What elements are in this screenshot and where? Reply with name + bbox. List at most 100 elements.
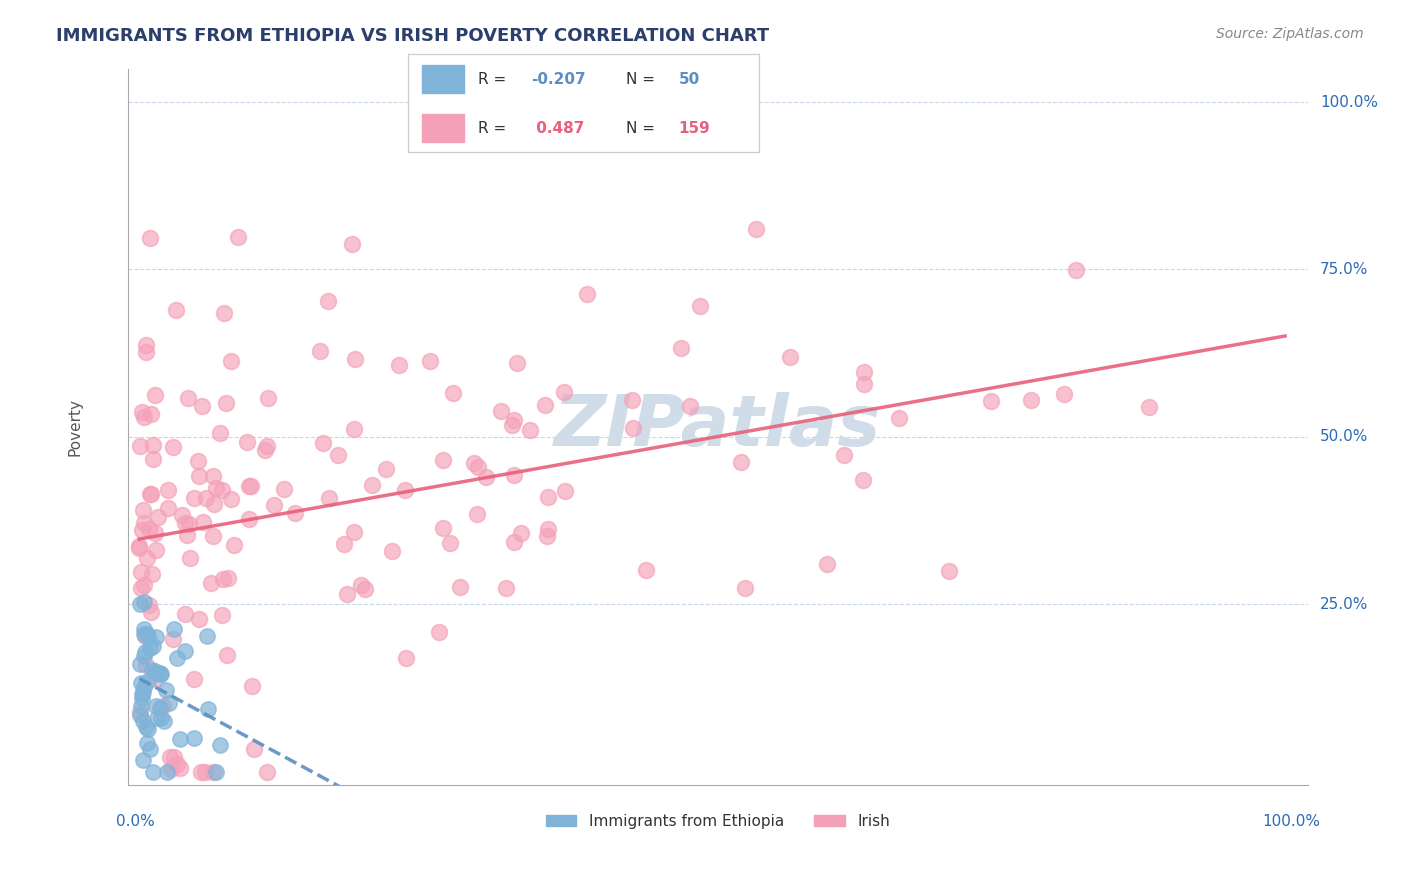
- Point: [510, 525, 533, 540]
- Point: [439, 536, 461, 550]
- Point: [238, 512, 260, 526]
- Text: -0.207: -0.207: [531, 71, 585, 87]
- Point: [139, 231, 162, 245]
- Point: [853, 365, 876, 379]
- Point: [162, 632, 184, 646]
- Point: [142, 438, 165, 452]
- Point: [163, 749, 186, 764]
- Text: 0.487: 0.487: [531, 120, 583, 136]
- Text: 25.0%: 25.0%: [1320, 597, 1368, 612]
- Text: 159: 159: [678, 120, 710, 136]
- Point: [1019, 392, 1042, 407]
- Point: [136, 627, 159, 641]
- Point: [211, 483, 233, 498]
- Point: [503, 535, 526, 549]
- Point: [132, 714, 155, 728]
- Point: [152, 698, 174, 713]
- Point: [134, 681, 156, 695]
- Point: [432, 453, 454, 467]
- Point: [689, 299, 711, 313]
- Point: [131, 685, 153, 699]
- Point: [273, 483, 295, 497]
- Point: [128, 541, 150, 555]
- Point: [336, 587, 359, 601]
- Point: [553, 384, 575, 399]
- Point: [211, 607, 233, 622]
- Point: [242, 741, 264, 756]
- Point: [149, 666, 172, 681]
- Point: [318, 491, 340, 505]
- Point: [169, 731, 191, 746]
- Point: [135, 338, 157, 352]
- Text: R =: R =: [478, 71, 512, 87]
- Point: [141, 407, 163, 421]
- Point: [388, 358, 411, 372]
- Text: 100.0%: 100.0%: [1261, 814, 1320, 829]
- Point: [132, 516, 155, 530]
- Point: [256, 391, 278, 405]
- Point: [187, 612, 209, 626]
- Point: [138, 487, 160, 501]
- Point: [256, 764, 278, 779]
- Point: [349, 578, 371, 592]
- Point: [149, 701, 172, 715]
- Point: [576, 287, 599, 301]
- Point: [138, 598, 160, 612]
- Point: [138, 523, 160, 537]
- Text: Poverty: Poverty: [67, 398, 82, 456]
- Point: [475, 470, 498, 484]
- Point: [205, 764, 228, 779]
- Point: [201, 528, 224, 542]
- Point: [239, 479, 262, 493]
- Point: [132, 595, 155, 609]
- Point: [489, 404, 512, 418]
- Point: [815, 557, 838, 571]
- Point: [887, 410, 910, 425]
- Point: [173, 516, 195, 531]
- Point: [183, 491, 205, 506]
- Point: [360, 478, 382, 492]
- Point: [194, 491, 217, 505]
- Point: [208, 738, 231, 752]
- Point: [219, 353, 242, 368]
- Point: [139, 486, 162, 500]
- Point: [343, 352, 366, 367]
- Point: [165, 303, 187, 318]
- Point: [191, 399, 214, 413]
- Point: [187, 454, 209, 468]
- Point: [131, 524, 153, 538]
- Legend: Immigrants from Ethiopia, Irish: Immigrants from Ethiopia, Irish: [540, 807, 896, 835]
- Point: [135, 657, 157, 672]
- Point: [141, 664, 163, 678]
- Point: [135, 551, 157, 566]
- Point: [254, 443, 277, 458]
- Point: [340, 236, 363, 251]
- Text: N =: N =: [626, 71, 659, 87]
- Point: [132, 578, 155, 592]
- Point: [200, 575, 222, 590]
- Text: 50: 50: [678, 71, 700, 87]
- Point: [217, 648, 239, 662]
- Point: [240, 679, 263, 693]
- Point: [536, 490, 558, 504]
- Point: [145, 630, 167, 644]
- Point: [128, 539, 150, 553]
- Text: ZIPatlas: ZIPatlas: [554, 392, 882, 461]
- Point: [263, 498, 285, 512]
- Point: [179, 550, 201, 565]
- Point: [179, 516, 201, 531]
- Point: [149, 711, 172, 725]
- Point: [202, 497, 225, 511]
- Point: [219, 492, 242, 507]
- Point: [166, 756, 188, 771]
- Point: [141, 764, 163, 779]
- Bar: [422, 65, 464, 93]
- Point: [142, 451, 165, 466]
- Point: [519, 423, 541, 437]
- Point: [149, 667, 172, 681]
- Point: [143, 664, 166, 678]
- Point: [354, 582, 377, 596]
- Text: R =: R =: [478, 120, 512, 136]
- Point: [194, 764, 217, 779]
- Point: [980, 393, 1002, 408]
